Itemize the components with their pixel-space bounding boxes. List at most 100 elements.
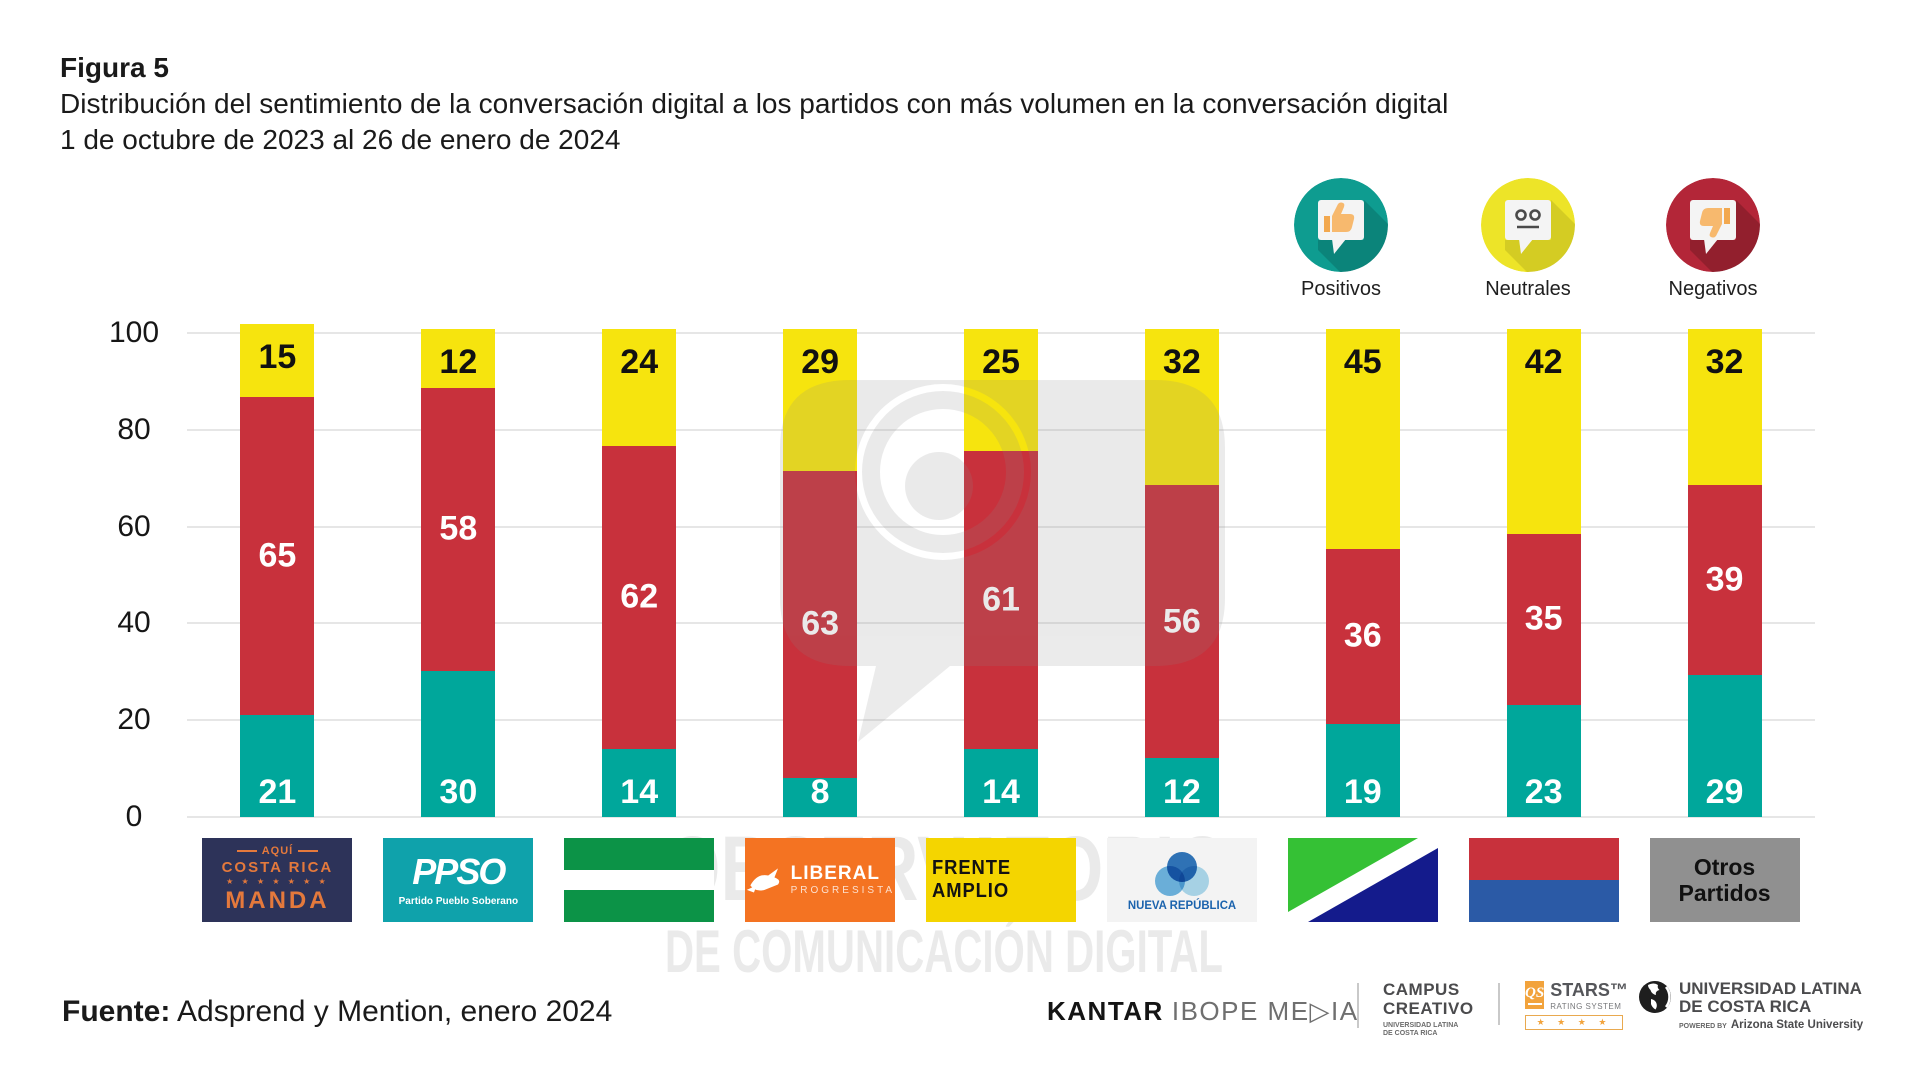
y-axis-label: 0 — [125, 800, 143, 833]
segment-positivos: 30 — [421, 670, 496, 817]
gridline-0 — [187, 816, 1815, 818]
source-text: Adsprend y Mention, enero 2024 — [170, 995, 613, 1028]
decorative-line — [236, 850, 257, 852]
bar-value-label: 65 — [258, 536, 297, 575]
y-axis-label: 20 — [117, 703, 151, 737]
bar-8: 23 35 42 — [1506, 329, 1581, 817]
bar-4: 8 63 29 — [783, 329, 858, 817]
uni-asu: Arizona State University — [1730, 1018, 1864, 1031]
bar-value-label: 12 — [1162, 773, 1201, 811]
campus-line1: CAMPUS — [1383, 980, 1460, 999]
qs-underline — [1527, 1002, 1542, 1005]
legend-label-negativos: Negativos — [1668, 278, 1758, 300]
segment-neutrales: 12 — [421, 329, 496, 388]
plp-subtitle: PROGRESISTA — [790, 884, 896, 896]
bar-value-label: 14 — [982, 773, 1020, 811]
segment-negativos: 61 — [964, 451, 1038, 749]
three-circles-icon — [1154, 851, 1209, 896]
bar-value-label: 56 — [1162, 602, 1201, 641]
bar-value-label: 58 — [439, 509, 478, 548]
source-note: Fuente: Adsprend y Mention, enero 2024 — [62, 995, 612, 1029]
neutral-comment-icon — [1481, 178, 1575, 272]
y-axis-label: 80 — [117, 412, 151, 446]
bar-value-label: 25 — [982, 343, 1020, 381]
bar-3: 14 62 24 — [602, 329, 677, 817]
bar-value-label: 8 — [810, 773, 830, 811]
segment-positivos: 14 — [602, 748, 677, 817]
thumb-up-glyph — [1324, 202, 1355, 232]
bar-1: 21 65 15 — [240, 324, 315, 817]
flag-triangle-green — [1287, 838, 1418, 912]
qs-mark: QS — [1525, 984, 1545, 1001]
logo-liberal-progresista: LIBERAL PROGRESISTA — [745, 838, 896, 922]
legend-item-positivos: Positivos — [1261, 178, 1421, 301]
bar-value-label: 15 — [258, 338, 297, 377]
kantar-ibope-media-logo: KANTAR IBOPE ME▷IA — [1047, 996, 1359, 1027]
segment-positivos: 23 — [1506, 704, 1581, 817]
otros-line1: Otros — [1693, 853, 1756, 880]
acrm-name: COSTA RICA — [221, 859, 334, 876]
universidad-latina-logo: UNIVERSIDAD LATINA DE COSTA RICA POWERED… — [1638, 980, 1863, 1031]
segment-negativos: 56 — [1144, 485, 1219, 759]
qs-title: STARS™ — [1550, 980, 1628, 1000]
bar-value-label: 45 — [1343, 343, 1382, 382]
bar-value-label: 24 — [620, 343, 659, 382]
uni-line2: DE COSTA RICA — [1679, 996, 1812, 1016]
flag-stripe-green — [564, 838, 715, 870]
bar-value-label: 39 — [1705, 560, 1744, 599]
segment-neutrales: 32 — [1687, 329, 1762, 486]
bar-value-label: 29 — [1705, 773, 1744, 811]
fa-main: FRENTE AMPLIO — [932, 857, 1012, 902]
neutral-face-glyph — [1515, 209, 1541, 229]
figure-subtitle: 1 de octubre de 2023 al 26 de enero de 2… — [60, 124, 621, 155]
uni-powered-by: POWERED BY — [1679, 1022, 1727, 1030]
y-axis-label: 60 — [117, 509, 151, 543]
globe-icon — [1639, 981, 1671, 1013]
thumb-down-glyph — [1699, 208, 1730, 238]
legend-item-negativos: Negativos — [1633, 178, 1793, 301]
segment-positivos: 14 — [964, 748, 1038, 817]
bar-value-label: 62 — [620, 577, 659, 616]
campus-sub1: UNIVERSIDAD LATINA — [1383, 1022, 1459, 1029]
segment-negativos: 62 — [602, 446, 677, 749]
footer-divider — [1498, 983, 1500, 1025]
flag-stripe-white — [564, 870, 715, 890]
segment-neutrales: 25 — [964, 329, 1038, 451]
bar-value-label: 19 — [1343, 773, 1382, 811]
logo-ppso: PPSO Partido Pueblo Soberano — [383, 838, 534, 922]
plp-main: LIBERAL — [790, 863, 880, 885]
y-axis-label: 40 — [117, 606, 151, 640]
bar-value-label: 32 — [1705, 343, 1744, 382]
qs-badge-icon: QS — [1525, 981, 1545, 1009]
segment-positivos: 19 — [1325, 724, 1400, 817]
campus-sub2: DE COSTA RICA — [1383, 1030, 1438, 1037]
segment-negativos: 35 — [1506, 533, 1581, 705]
title-block: Figura 5 Distribución del sentimiento de… — [60, 50, 1448, 158]
segment-neutrales: 24 — [602, 329, 677, 447]
bar-value-label: 14 — [620, 773, 659, 811]
footer-divider — [1357, 983, 1359, 1028]
segment-neutrales: 45 — [1325, 329, 1400, 549]
segment-positivos: 12 — [1144, 758, 1219, 817]
segment-neutrales: 15 — [240, 324, 315, 398]
segment-positivos: 29 — [1687, 675, 1762, 817]
logo-green-white-green-flag — [564, 838, 715, 922]
acrm-top: AQUÍ — [261, 845, 294, 857]
logo-nueva-republica: NUEVA REPÚBLICA — [1106, 838, 1257, 922]
segment-negativos: 39 — [1687, 485, 1762, 676]
bar-value-label: 32 — [1162, 343, 1201, 382]
bar-value-label: 42 — [1524, 343, 1563, 382]
bar-value-label: 23 — [1524, 773, 1563, 811]
acrm-main: MANDA — [225, 887, 330, 914]
figure-label: Figura 5 — [60, 52, 169, 83]
bar-value-label: 21 — [258, 772, 297, 811]
segment-negativos: 36 — [1325, 548, 1400, 725]
legend-item-neutrales: Neutrales — [1448, 178, 1608, 301]
ppso-abbr: PPSO — [412, 850, 506, 892]
bar-5: 14 61 25 — [964, 329, 1038, 817]
ppso-subtitle: Partido Pueblo Soberano — [398, 895, 519, 907]
figure-title: Distribución del sentimiento de la conve… — [60, 88, 1449, 119]
uni-line1: UNIVERSIDAD LATINA — [1679, 979, 1862, 998]
otros-line2: Partidos — [1678, 880, 1771, 906]
segment-negativos: 58 — [421, 387, 496, 671]
